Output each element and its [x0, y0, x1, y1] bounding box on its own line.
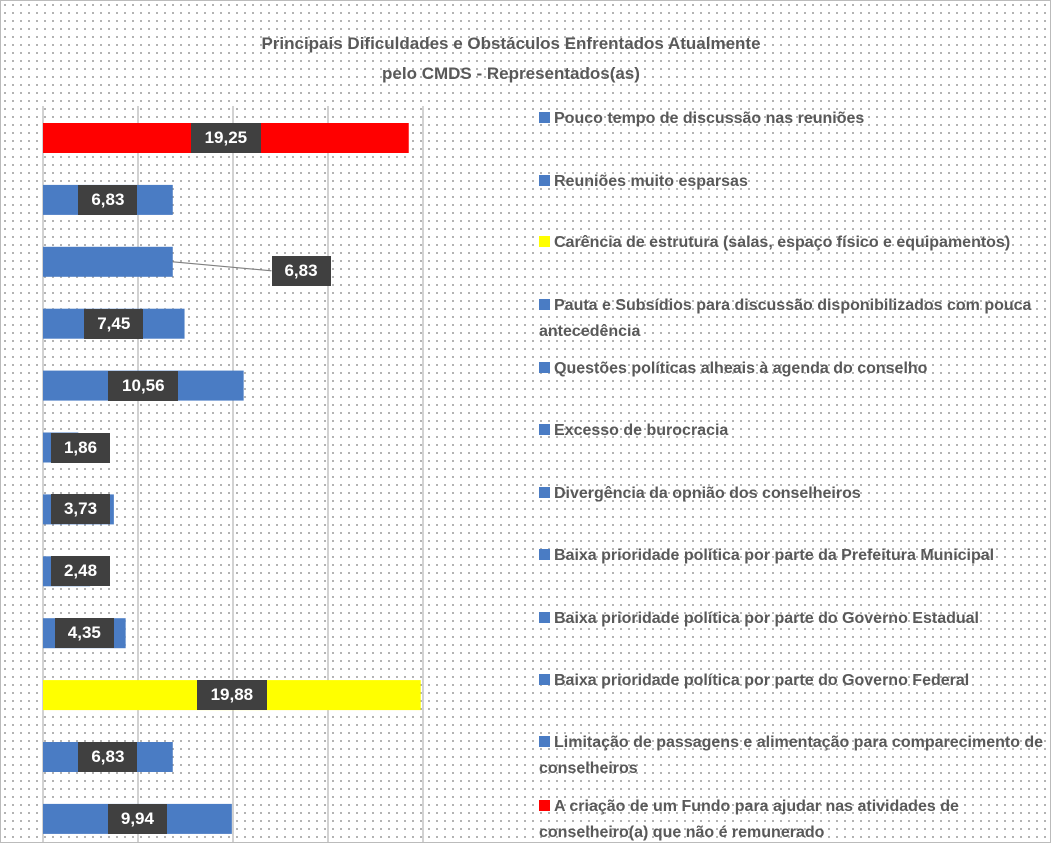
data-label: 7,45 [84, 308, 144, 339]
legend-label: Baixa prioridade política por parte da P… [554, 547, 995, 564]
legend-entry: Excesso de burocracia [539, 418, 1044, 444]
legend-entry: Questões políticas alheais à agenda do c… [539, 356, 1044, 382]
data-label: 19,25 [190, 123, 261, 153]
legend-label: Baixa prioridade política por parte do G… [554, 610, 979, 627]
legend-label: A criação de um Fundo para ajudar nas at… [539, 798, 959, 841]
legend-label: Limitação de passagens e alimentação par… [539, 734, 1044, 777]
bar [43, 246, 173, 277]
legend-label: Baixa prioridade política por parte do G… [554, 672, 970, 689]
legend-entry: Baixa prioridade política por parte da P… [539, 543, 1044, 569]
data-label: 9,94 [107, 803, 167, 834]
legend-entry: Pauta e Subsídios para discussão disponi… [539, 293, 1044, 345]
data-label: 2,48 [51, 556, 110, 587]
legend-entry: Limitação de passagens e alimentação par… [539, 730, 1044, 782]
data-label: 6,83 [78, 184, 138, 215]
legend-swatch [539, 112, 550, 123]
legend-label: Excesso de burocracia [554, 422, 729, 439]
chart-title: Principais Dificuldades e Obstáculos Enf… [261, 34, 761, 83]
legend-swatch [539, 299, 550, 310]
legend-label: Divergência da opnião dos conselheiros [554, 485, 861, 502]
data-label: 4,35 [54, 618, 114, 649]
leader-line [172, 261, 272, 272]
legend-entry: Baixa prioridade política por parte do G… [539, 668, 1044, 694]
legend-swatch [539, 424, 550, 435]
legend-label: Questões políticas alheais à agenda do c… [554, 360, 928, 377]
legend-entry: Reuniões muito esparsas [539, 169, 1044, 195]
legend-swatch [539, 487, 550, 498]
data-label: 6,83 [271, 255, 331, 286]
legend-swatch [539, 362, 550, 373]
data-label: 1,86 [51, 432, 110, 463]
legend-swatch [539, 175, 550, 186]
data-label: 6,83 [78, 742, 138, 772]
legend-label: Reuniões muito esparsas [554, 173, 748, 190]
legend-swatch [539, 674, 550, 685]
legend-entry: Carência de estrutura (salas, espaço fís… [539, 230, 1044, 256]
legend-entry: Pouco tempo de discussão nas reuniões [539, 106, 1044, 132]
legend-swatch [539, 236, 550, 247]
legend-entry: Baixa prioridade política por parte do G… [539, 606, 1044, 632]
legend-label: Pauta e Subsídios para discussão disponi… [539, 297, 1032, 340]
legend-swatch [539, 800, 550, 811]
data-label: 10,56 [108, 370, 179, 401]
legend-entry: A criação de um Fundo para ajudar nas at… [539, 794, 1044, 842]
data-label: 19,88 [196, 680, 267, 711]
legend-label: Pouco tempo de discussão nas reuniões [554, 110, 865, 127]
legend-label: Carência de estrutura (salas, espaço fís… [554, 234, 1011, 251]
legend-swatch [539, 736, 550, 747]
data-label: 3,73 [51, 494, 110, 525]
legend-swatch [539, 612, 550, 623]
legend-entry: Divergência da opnião dos conselheiros [539, 481, 1044, 507]
legend-swatch [539, 549, 550, 560]
